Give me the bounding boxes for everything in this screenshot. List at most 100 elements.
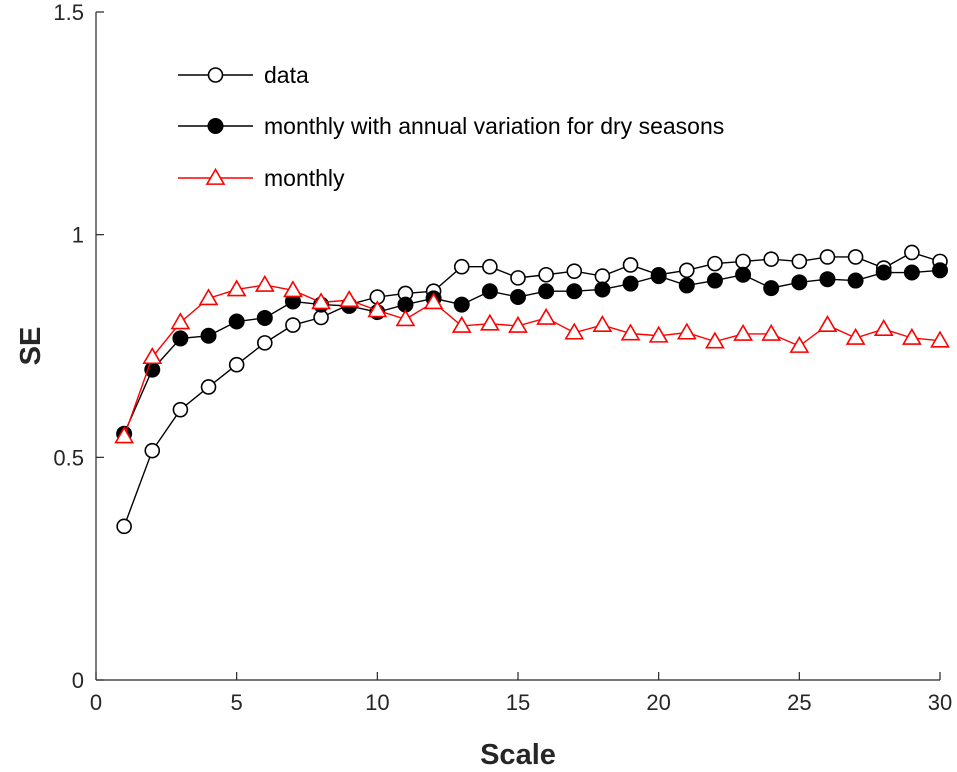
data-point [451,315,472,333]
data-point [116,518,132,535]
data-point [676,322,697,340]
data-point [622,257,639,273]
data-point [254,274,275,292]
data-point [536,307,557,325]
x-tick-label: 10 [365,690,389,715]
data-point [198,288,219,306]
data-point [172,401,189,418]
data-point [845,327,866,345]
x-tick-label: 30 [928,690,952,715]
data-point [903,264,920,281]
data-point [566,283,583,300]
data-point [932,262,948,279]
axes: 0 5 10 15 20 25 30 0 0.5 1 1.5 Scale SE [15,0,952,771]
x-tick-label: 20 [646,690,670,715]
data-point [819,249,836,265]
data-point [228,356,245,373]
data-point [904,244,920,261]
data-point [564,322,585,340]
data-point [144,442,161,459]
data-point [482,258,498,275]
data-point [285,317,301,333]
data-point [706,272,723,289]
data-point [172,330,189,347]
data-point [847,249,864,265]
legend-marker [207,67,224,83]
data-point [510,270,526,286]
x-tick-label: 5 [231,690,243,715]
data-point [705,331,725,349]
y-tick-label: 0 [72,668,84,693]
data-point [228,313,245,330]
y-tick-label: 1 [72,223,84,248]
legend-label: monthly [264,165,345,191]
data-point [538,266,554,283]
data-point [678,277,695,294]
data-point [283,280,303,298]
data-point [538,283,555,300]
data-point [479,313,500,331]
data-point [735,266,752,283]
data-point [819,271,836,288]
x-tick-label: 0 [90,690,102,715]
data-point [875,264,892,281]
data-point [901,327,922,345]
data-point [594,268,611,284]
data-point [763,251,780,267]
data-point [847,272,864,289]
data-point [930,330,950,348]
data-point [594,281,611,298]
data-point [142,347,163,365]
data-point [763,280,780,297]
data-point [707,255,723,272]
data-point [313,309,329,326]
data-point [733,323,753,341]
y-axis-title: SE [15,327,47,366]
legend-marker [207,118,224,134]
legend-marker [205,167,226,185]
data-point [620,323,641,341]
data-point [873,318,894,336]
data-point [789,335,810,353]
data-point [170,312,191,330]
data-point [648,325,669,343]
y-tick-label: 1.5 [53,0,84,25]
data-point [510,289,526,306]
data-point [791,274,808,291]
data-point [453,258,470,275]
data-point [144,361,161,378]
data-point [256,335,273,351]
data-point [791,253,808,270]
data-point [735,253,751,270]
legend: data monthly with annual variation for dr… [178,62,724,191]
x-axis-title: Scale [480,739,556,771]
data-point [761,323,782,341]
data-point [508,315,528,333]
data-point [650,268,667,285]
data-point [367,300,388,318]
data-point [622,275,639,292]
data-point [114,426,135,444]
data-point [592,314,613,332]
x-tick-label: 15 [506,690,530,715]
data-point [200,327,217,344]
series-0 [116,244,948,535]
data-point [200,379,217,395]
data-point [311,292,331,310]
data-point [678,262,695,279]
y-tick-label: 0.5 [53,445,84,470]
data-point [339,290,360,308]
series-1 [116,262,948,442]
data-point [395,309,416,327]
legend-label: monthly with annual variation for dry se… [264,113,724,139]
data-point [256,309,273,326]
series-group [114,244,950,535]
data-point [453,296,470,313]
series-2 [114,274,950,444]
data-point [817,314,838,332]
data-point [423,292,444,310]
data-point [481,283,498,300]
data-point [226,279,247,297]
